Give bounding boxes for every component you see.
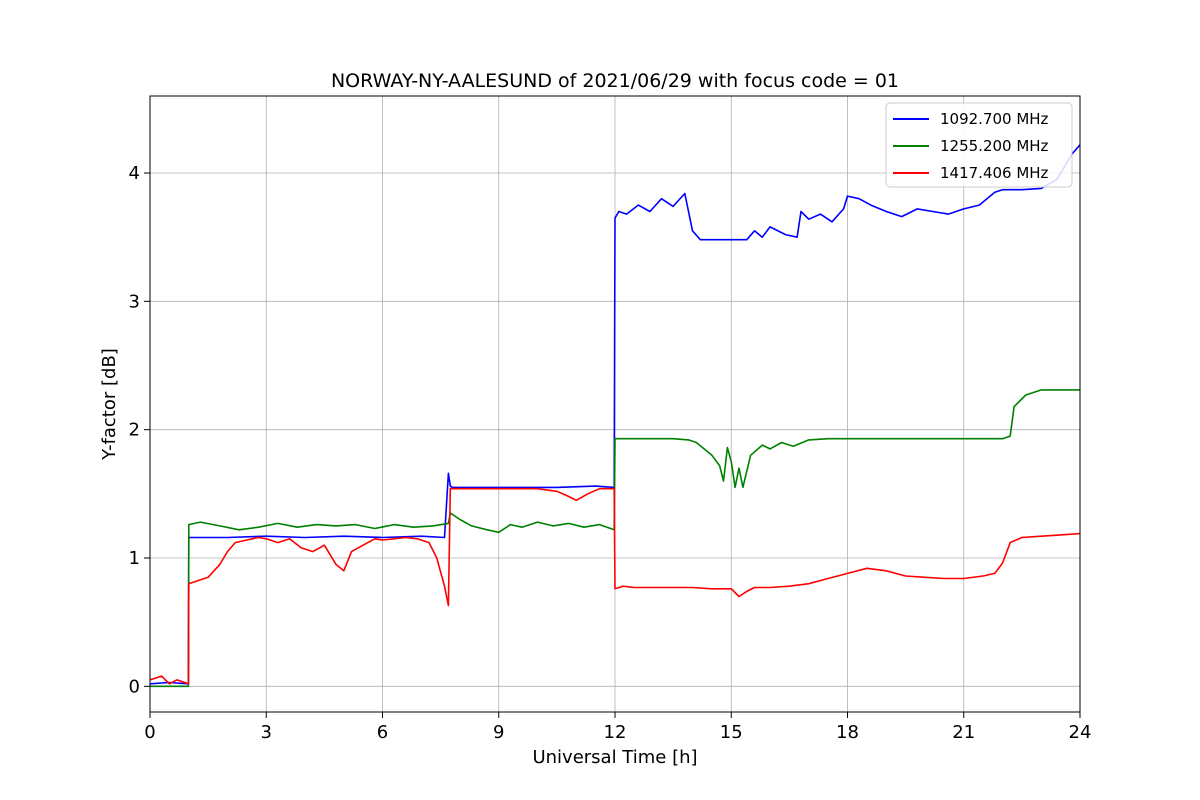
series-group: [150, 144, 1080, 688]
legend-label-2: 1255.200 MHz: [940, 137, 1049, 155]
x-tick-label: 18: [836, 722, 859, 743]
y-tick-label: 3: [129, 291, 140, 312]
series-line-1: [150, 144, 1080, 685]
y-tick-label: 1: [129, 548, 140, 569]
x-tick-label: 24: [1069, 722, 1092, 743]
legend-box: [885, 102, 1073, 188]
x-tick-label: 21: [952, 722, 975, 743]
x-tick-label: 12: [604, 722, 627, 743]
x-tick-label: 9: [493, 722, 504, 743]
y-tick-label: 4: [129, 163, 140, 184]
series-line-3: [150, 487, 1080, 685]
x-tick-label: 6: [377, 722, 388, 743]
y-axis-label: Y-factor [dB]: [99, 348, 120, 461]
x-tick-label: 15: [720, 722, 743, 743]
x-tick-label: 0: [144, 722, 155, 743]
x-axis-label: Universal Time [h]: [532, 747, 697, 768]
legend: 1092.700 MHz 1255.200 MHz 1417.406 MHz: [885, 102, 1073, 188]
y-tick-label: 0: [129, 676, 140, 697]
x-tick-label: 3: [261, 722, 272, 743]
legend-label-3: 1417.406 MHz: [940, 164, 1049, 182]
series-line-2: [150, 389, 1080, 688]
legend-label-1: 1092.700 MHz: [940, 110, 1049, 128]
y-tick-label: 2: [129, 420, 140, 441]
chart-title: NORWAY-NY-AALESUND of 2021/06/29 with fo…: [331, 70, 899, 92]
